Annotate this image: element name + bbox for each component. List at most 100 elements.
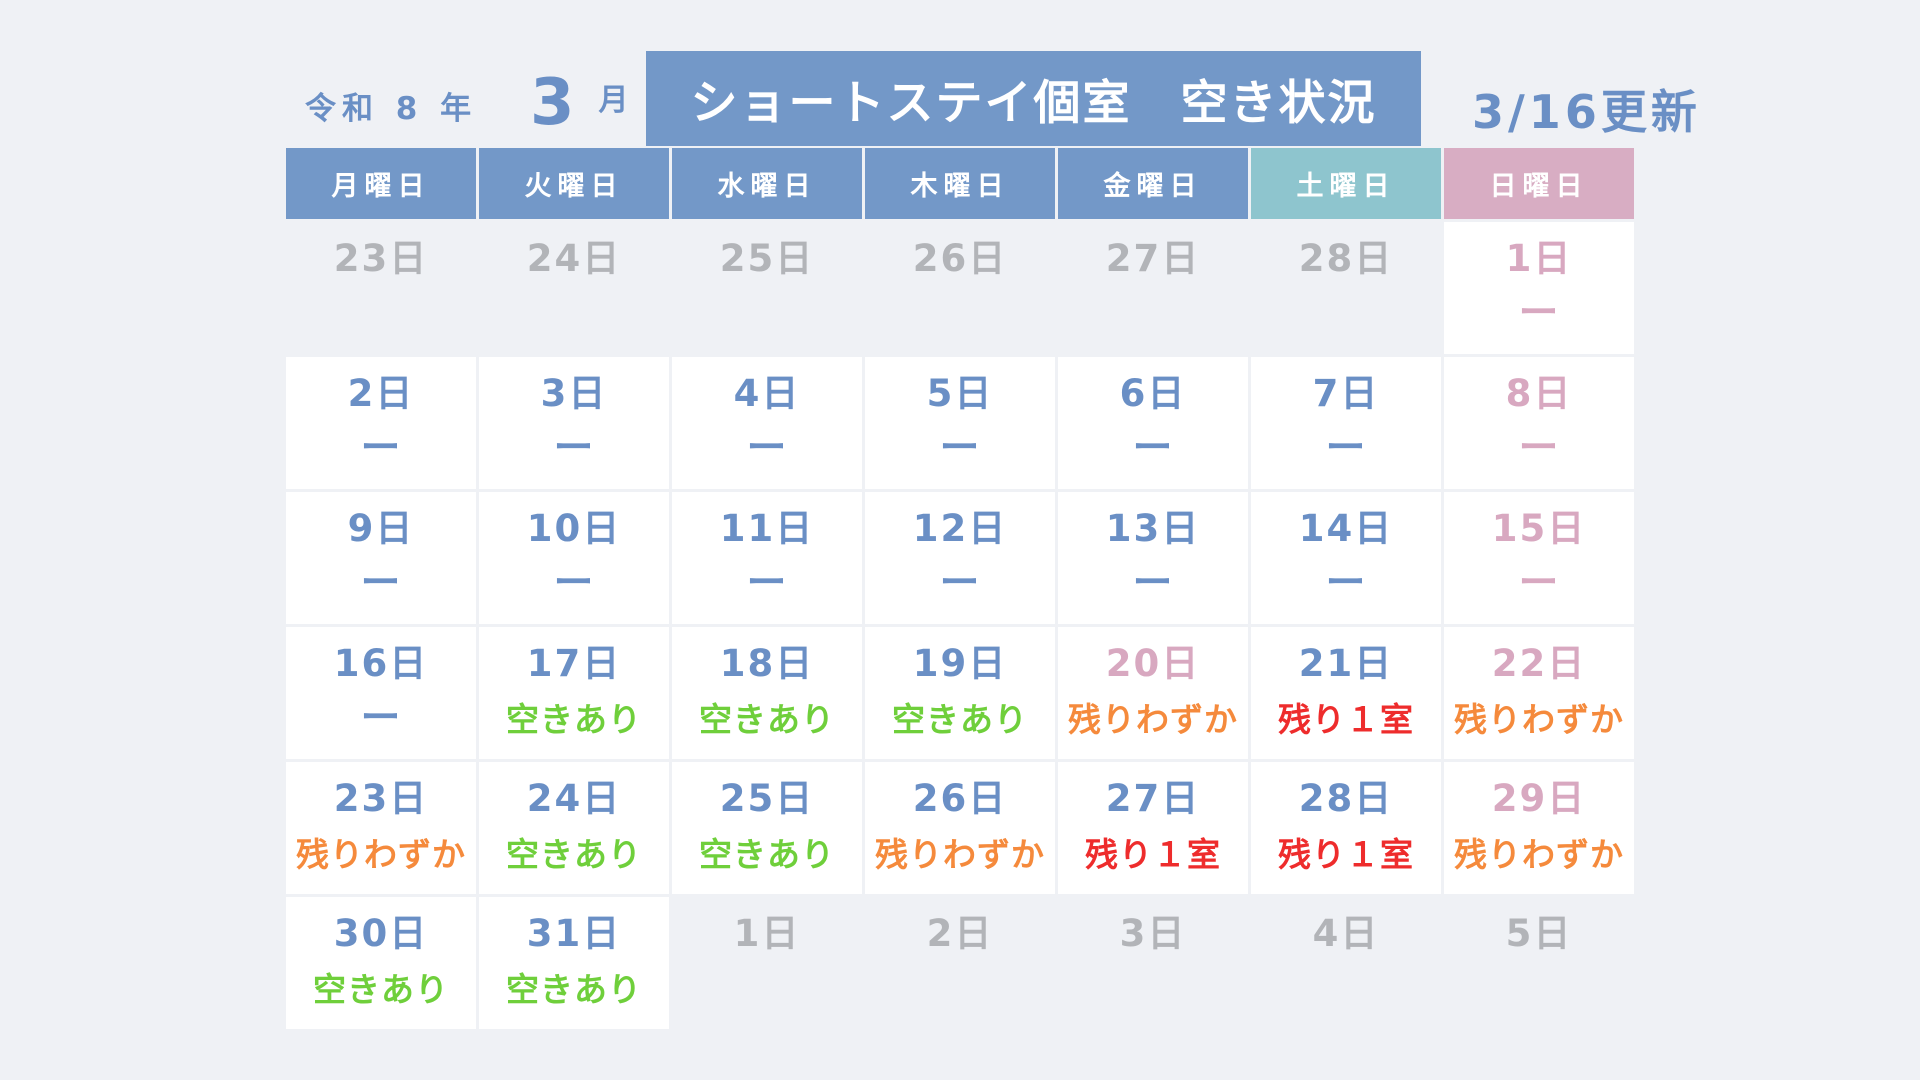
calendar-day-cell: 31日空きあり: [479, 897, 669, 1029]
calendar-day-cell: 22日残りわずか: [1444, 627, 1634, 759]
calendar-day-cell: 28日: [1251, 222, 1441, 354]
day-number: 25日: [719, 777, 815, 820]
day-number: 25日: [719, 237, 815, 280]
month-unit: 月: [598, 83, 629, 118]
calendar-day-cell: 2日ー: [286, 357, 476, 489]
day-number: 7日: [1312, 372, 1380, 415]
calendar-day-cell: 6日ー: [1058, 357, 1248, 489]
day-number: 11日: [719, 507, 815, 550]
month-number: 3: [530, 66, 575, 140]
weekday-header: 水曜日: [672, 148, 862, 219]
calendar-day-cell: 26日残りわずか: [865, 762, 1055, 894]
calendar-day-cell: 28日残り１室: [1251, 762, 1441, 894]
availability-status: ー: [1325, 560, 1367, 606]
day-number: 4日: [733, 372, 801, 415]
weekday-header: 火曜日: [479, 148, 669, 219]
weekday-header: 木曜日: [865, 148, 1055, 219]
availability-status: ー: [746, 560, 788, 606]
availability-status: 残り１室: [1278, 700, 1414, 739]
availability-status: ー: [1518, 290, 1560, 336]
day-number: 3日: [540, 372, 608, 415]
day-number: 2日: [926, 912, 994, 955]
updated-date-label: 3/16更新: [1472, 85, 1701, 139]
availability-status: ー: [1132, 560, 1174, 606]
day-number: 9日: [347, 507, 415, 550]
calendar-day-cell: 5日: [1444, 897, 1634, 1029]
day-number: 4日: [1312, 912, 1380, 955]
calendar-day-cell: 8日ー: [1444, 357, 1634, 489]
weekday-header: 日曜日: [1444, 148, 1634, 219]
availability-status: ー: [1132, 425, 1174, 471]
day-number: 24日: [526, 777, 622, 820]
calendar-day-cell: 5日ー: [865, 357, 1055, 489]
day-number: 27日: [1105, 777, 1201, 820]
availability-status: ー: [553, 560, 595, 606]
calendar-day-cell: 23日: [286, 222, 476, 354]
day-number: 1日: [1505, 237, 1573, 280]
day-number: 31日: [526, 912, 622, 955]
availability-status: 残りわずか: [1454, 700, 1624, 739]
availability-status: 残りわずか: [296, 835, 466, 874]
availability-status: 空きあり: [506, 835, 642, 874]
calendar-day-cell: 30日 空きあり: [286, 897, 476, 1029]
day-number: 6日: [1119, 372, 1187, 415]
day-number: 19日: [912, 642, 1008, 685]
day-number: 21日: [1298, 642, 1394, 685]
availability-calendar: 月曜日 火曜日 水曜日 木曜日 金曜日 土曜日 日曜日 23日 24日 25日 26日 27日 28日 1…: [286, 148, 1635, 1029]
calendar-day-cell: 9日ー: [286, 492, 476, 624]
calendar-day-cell: 3日ー: [479, 357, 669, 489]
availability-status: ー: [360, 560, 402, 606]
weekday-header: 金曜日: [1058, 148, 1248, 219]
day-number: 20日: [1105, 642, 1201, 685]
day-number: 13日: [1105, 507, 1201, 550]
availability-status: 残りわずか: [1454, 835, 1624, 874]
era-year-label: 令和 8 年: [305, 91, 478, 127]
calendar-day-cell: 27日: [1058, 222, 1248, 354]
calendar-day-cell: 1日: [672, 897, 862, 1029]
calendar-day-cell: 2日: [865, 897, 1055, 1029]
day-number: 26日: [912, 777, 1008, 820]
day-number: 17日: [526, 642, 622, 685]
day-number: 22日: [1491, 642, 1587, 685]
calendar-day-cell: 26日: [865, 222, 1055, 354]
availability-status: ー: [553, 425, 595, 471]
calendar-day-cell: 13日ー: [1058, 492, 1248, 624]
day-number: 28日: [1298, 237, 1394, 280]
day-number: 5日: [1505, 912, 1573, 955]
calendar-day-cell: 15日ー: [1444, 492, 1634, 624]
availability-status: 空きあり: [699, 700, 835, 739]
calendar-day-cell: 27日残り１室: [1058, 762, 1248, 894]
calendar-day-cell: 20日 残りわずか: [1058, 627, 1248, 759]
day-number: 12日: [912, 507, 1008, 550]
calendar-day-cell: 18日空きあり: [672, 627, 862, 759]
day-number: 23日: [333, 777, 429, 820]
day-number: 27日: [1105, 237, 1201, 280]
availability-status: ー: [939, 560, 981, 606]
calendar-day-cell: 3日: [1058, 897, 1248, 1029]
availability-status: 空きあり: [699, 835, 835, 874]
calendar-day-cell: 7日ー: [1251, 357, 1441, 489]
calendar-day-cell: 11日ー: [672, 492, 862, 624]
day-number: 16日: [333, 642, 429, 685]
availability-status: 空きあり: [506, 970, 642, 1009]
day-number: 10日: [526, 507, 622, 550]
day-number: 29日: [1491, 777, 1587, 820]
day-number: 28日: [1298, 777, 1394, 820]
weekday-header: 月曜日: [286, 148, 476, 219]
availability-status: 空きあり: [313, 970, 449, 1009]
availability-status: ー: [1518, 425, 1560, 471]
availability-status: 残り１室: [1278, 835, 1414, 874]
calendar-day-cell: 23日残りわずか: [286, 762, 476, 894]
availability-status: ー: [939, 425, 981, 471]
day-number: 18日: [719, 642, 815, 685]
calendar-day-cell: 4日ー: [672, 357, 862, 489]
availability-status: ー: [360, 695, 402, 741]
availability-status: ー: [1518, 560, 1560, 606]
availability-status: 残り１室: [1085, 835, 1221, 874]
day-number: 14日: [1298, 507, 1394, 550]
calendar-day-cell: 24日: [479, 222, 669, 354]
calendar-day-cell: 21日残り１室: [1251, 627, 1441, 759]
availability-status: 残りわずか: [875, 835, 1045, 874]
availability-status: ー: [1325, 425, 1367, 471]
